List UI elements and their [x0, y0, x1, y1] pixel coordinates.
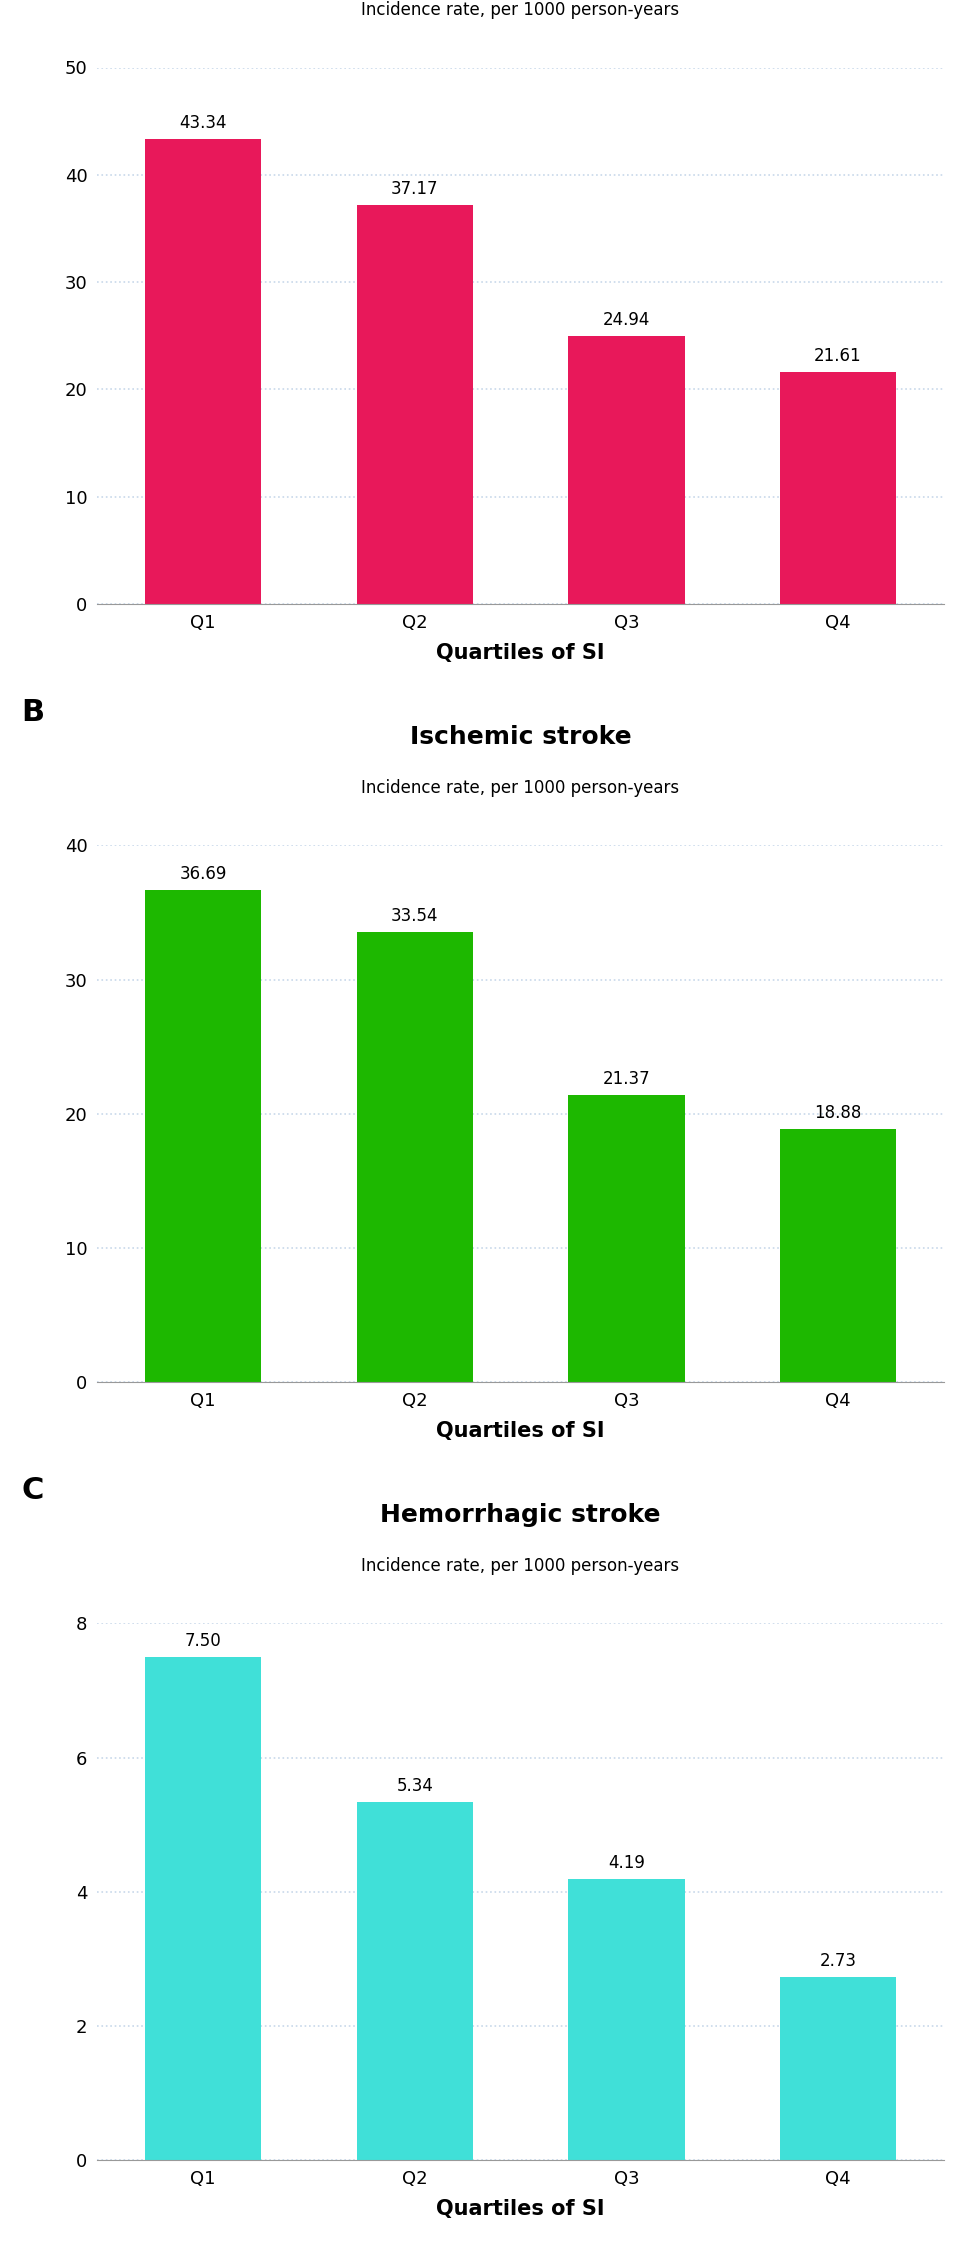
X-axis label: Quartiles of SI: Quartiles of SI	[436, 2198, 605, 2218]
Text: 24.94: 24.94	[602, 310, 650, 328]
Text: 5.34: 5.34	[396, 1778, 433, 1796]
Bar	[356, 205, 473, 603]
Bar	[779, 371, 896, 603]
Text: Incidence rate, per 1000 person-years: Incidence rate, per 1000 person-years	[362, 2, 679, 20]
Text: 2.73: 2.73	[819, 1953, 856, 1971]
Text: Ischemic stroke: Ischemic stroke	[410, 724, 631, 749]
Bar	[145, 140, 262, 603]
Text: C: C	[21, 1476, 44, 1505]
Bar	[356, 932, 473, 1382]
Bar	[145, 891, 262, 1382]
Bar	[568, 1096, 685, 1382]
Text: 33.54: 33.54	[391, 907, 439, 925]
Bar	[356, 1802, 473, 2160]
Bar	[568, 338, 685, 603]
Text: 7.50: 7.50	[185, 1631, 222, 1649]
Bar	[145, 1656, 262, 2160]
Text: 37.17: 37.17	[391, 180, 439, 198]
Text: 36.69: 36.69	[179, 864, 227, 882]
Text: 18.88: 18.88	[814, 1105, 862, 1123]
Text: 43.34: 43.34	[179, 115, 227, 133]
X-axis label: Quartiles of SI: Quartiles of SI	[436, 1420, 605, 1440]
Text: 21.37: 21.37	[602, 1071, 650, 1089]
Text: B: B	[21, 698, 44, 727]
Text: 21.61: 21.61	[814, 346, 862, 364]
X-axis label: Quartiles of SI: Quartiles of SI	[436, 644, 605, 664]
Bar	[779, 1978, 896, 2160]
Bar	[568, 1879, 685, 2160]
Text: Incidence rate, per 1000 person-years: Incidence rate, per 1000 person-years	[362, 778, 679, 796]
Text: 4.19: 4.19	[608, 1854, 645, 1872]
Text: Incidence rate, per 1000 person-years: Incidence rate, per 1000 person-years	[362, 1557, 679, 1575]
Bar	[779, 1130, 896, 1382]
Text: Hemorrhagic stroke: Hemorrhagic stroke	[380, 1503, 661, 1528]
